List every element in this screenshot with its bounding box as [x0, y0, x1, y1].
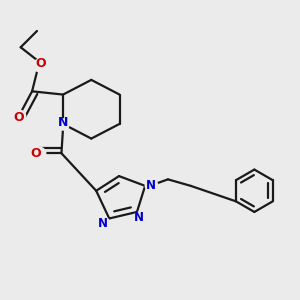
- Text: N: N: [134, 211, 144, 224]
- Text: O: O: [14, 111, 24, 124]
- Text: N: N: [58, 116, 68, 129]
- Text: O: O: [30, 147, 41, 160]
- Text: N: N: [98, 217, 108, 230]
- Text: N: N: [146, 179, 156, 192]
- Text: O: O: [35, 57, 46, 70]
